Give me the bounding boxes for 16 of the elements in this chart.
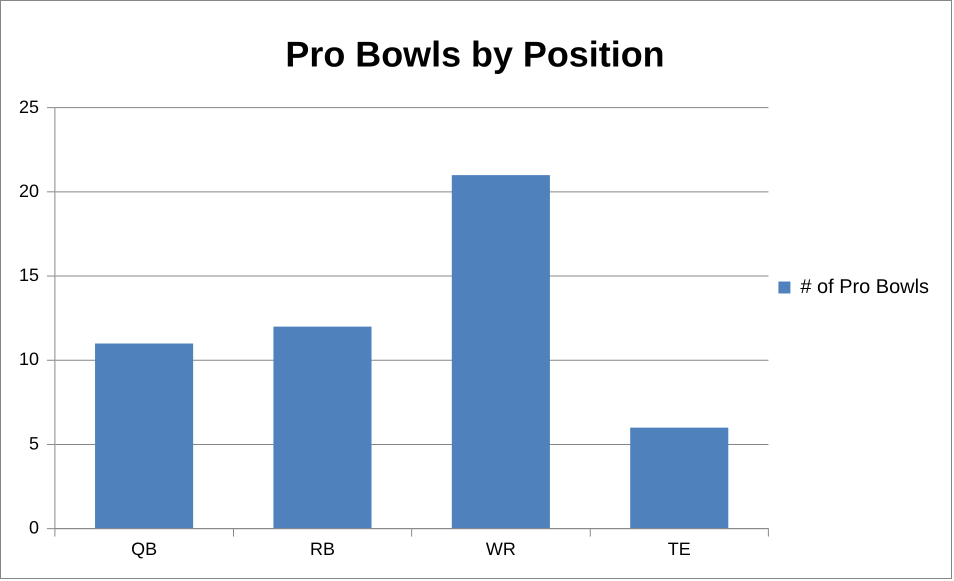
bar bbox=[452, 175, 550, 528]
y-tick-label: 5 bbox=[28, 433, 39, 454]
y-tick-label: 15 bbox=[18, 265, 39, 286]
bar bbox=[273, 326, 372, 528]
y-tick-label: 10 bbox=[18, 349, 39, 370]
x-tick-label: TE bbox=[668, 539, 691, 560]
y-tick-label: 20 bbox=[18, 180, 39, 201]
x-tick-label: RB bbox=[310, 539, 335, 560]
chart-title: Pro Bowls by Position bbox=[285, 34, 665, 74]
x-tick-label: WR bbox=[486, 539, 516, 560]
y-tick-label: 0 bbox=[28, 518, 39, 538]
x-tick-label: QB bbox=[131, 539, 158, 560]
legend-label: # of Pro Bowls bbox=[800, 276, 930, 298]
y-tick-label: 25 bbox=[18, 96, 39, 117]
bar bbox=[630, 428, 728, 528]
bar bbox=[95, 343, 194, 528]
